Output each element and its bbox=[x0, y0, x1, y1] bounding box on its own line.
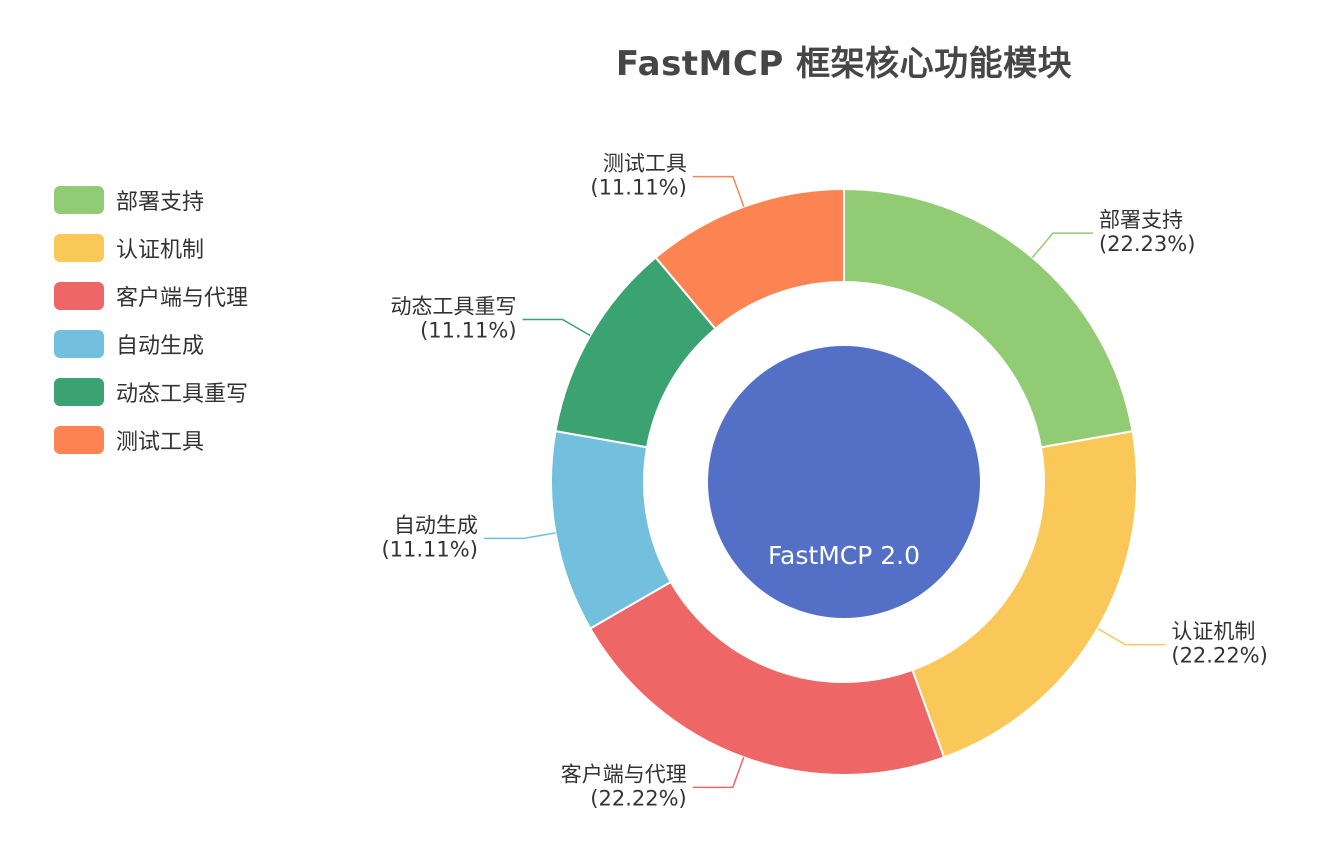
legend-label: 部署支持 bbox=[116, 190, 205, 215]
legend-item[interactable]: 认证机制 bbox=[54, 224, 248, 272]
donut-slice[interactable] bbox=[843, 187, 1134, 449]
legend-swatch bbox=[54, 330, 104, 358]
slice-label-name: 动态工具重写 bbox=[391, 294, 517, 318]
slice-label-percent: (22.23%) bbox=[1099, 232, 1195, 256]
legend: 部署支持认证机制客户端与代理 自动生成动态工具重写 测试工具 bbox=[54, 176, 248, 464]
legend-swatch bbox=[54, 426, 104, 454]
slice-label-percent: (22.22%) bbox=[590, 786, 686, 810]
leader-line bbox=[692, 757, 745, 789]
leader-line bbox=[1031, 232, 1093, 259]
leader-line bbox=[1097, 627, 1166, 646]
center-label: FastMCP 2.0 bbox=[768, 541, 920, 570]
legend-item[interactable]: 测试工具 bbox=[54, 416, 248, 464]
legend-item[interactable]: 客户端与代理 bbox=[54, 272, 248, 320]
slice-label-percent: (11.11%) bbox=[590, 176, 686, 200]
legend-label: 测试工具 bbox=[116, 430, 205, 455]
legend-label: 客户端与代理 bbox=[116, 286, 249, 311]
slice-label-name: 认证机制 bbox=[1171, 620, 1255, 644]
legend-item[interactable]: 自动生成 bbox=[54, 320, 248, 368]
donut-slice[interactable] bbox=[588, 580, 946, 776]
legend-label: 认证机制 bbox=[116, 238, 205, 263]
leader-line bbox=[522, 318, 591, 337]
slice-label-name: 部署支持 bbox=[1099, 208, 1183, 232]
slice-label-name: 测试工具 bbox=[603, 152, 687, 176]
legend-swatch bbox=[54, 186, 104, 214]
slice-label-name: 客户端与代理 bbox=[561, 762, 687, 786]
legend-item[interactable]: 部署支持 bbox=[54, 176, 248, 224]
leader-line bbox=[692, 175, 745, 207]
slice-label-percent: (11.11%) bbox=[420, 318, 516, 342]
legend-swatch bbox=[54, 378, 104, 406]
donut-slice[interactable] bbox=[911, 430, 1138, 759]
legend-label: 自动生成 bbox=[116, 334, 205, 359]
slice-label-percent: (22.22%) bbox=[1171, 644, 1267, 668]
leader-line bbox=[483, 532, 556, 540]
chart-title: FastMCP 框架核心功能模块 bbox=[615, 44, 1073, 84]
center-circle[interactable] bbox=[708, 346, 980, 618]
legend-swatch bbox=[54, 282, 104, 310]
legend-swatch bbox=[54, 234, 104, 262]
legend-label: 动态工具重写 bbox=[116, 382, 249, 407]
donut-slice[interactable] bbox=[654, 187, 845, 331]
slice-label-name: 自动生成 bbox=[394, 513, 478, 537]
slice-label-percent: (11.11%) bbox=[381, 537, 477, 561]
legend-item[interactable]: 动态工具重写 bbox=[54, 368, 248, 416]
